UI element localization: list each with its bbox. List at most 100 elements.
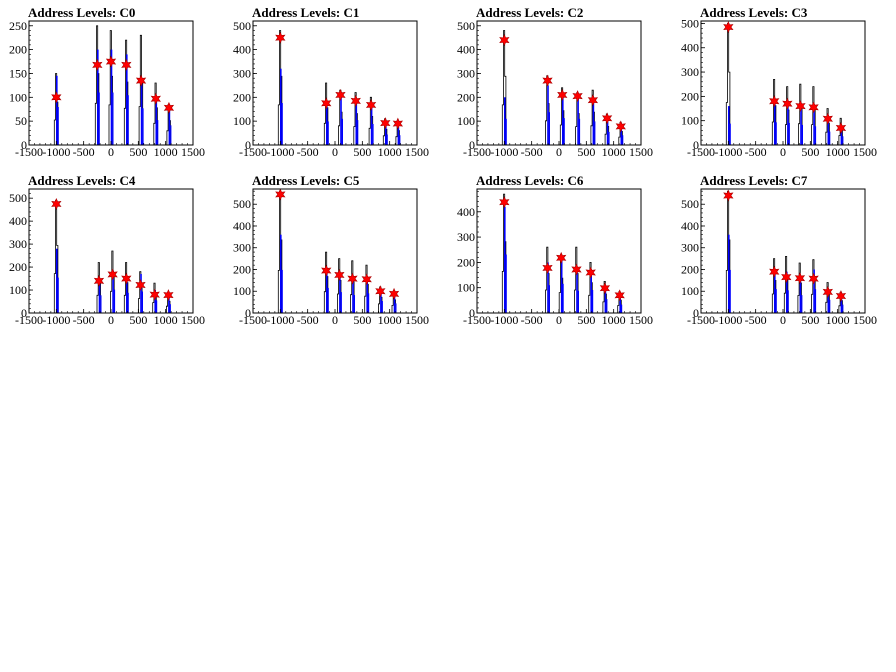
peak-marker [334, 268, 345, 281]
blue-hist-bar [352, 280, 354, 313]
y-tick-label: 250 [9, 19, 27, 33]
x-tick-label: -500 [521, 313, 543, 327]
blue-hist-bar [814, 126, 817, 145]
panel-7: Address Levels: C70100200300400500-1500-… [681, 173, 877, 327]
black-hist-bar [323, 251, 329, 313]
peak-marker [769, 265, 780, 278]
panel-title: Address Levels: C4 [28, 173, 136, 188]
blue-hist-bar [829, 299, 831, 313]
y-tick-label: 400 [457, 205, 475, 219]
blue-hist-bar [590, 271, 592, 313]
peak-marker [587, 94, 599, 107]
y-tick-label: 100 [457, 114, 475, 128]
x-tick-label: -1000 [42, 145, 70, 159]
blue-hist-bar [842, 136, 844, 145]
blue-hist-bar [57, 277, 59, 313]
blue-hist-bar [357, 120, 359, 145]
blue-hist-bar [801, 124, 803, 145]
blue-hist-bar [142, 108, 144, 145]
x-tick-label: 1000 [602, 145, 626, 159]
blue-hist-bar [327, 287, 329, 313]
blue-hist-bar [505, 118, 507, 145]
peak-marker [149, 288, 160, 301]
x-tick-label: 1000 [378, 145, 402, 159]
blue-hist-bar [592, 290, 594, 313]
peak-marker [350, 94, 361, 107]
blue-hist-bar [814, 289, 817, 313]
y-tick-label: 100 [9, 90, 27, 104]
y-tick-label: 400 [233, 219, 251, 233]
blue-hist-bar [395, 303, 397, 313]
blue-hist-bar [168, 109, 171, 145]
y-tick-label: 200 [457, 90, 475, 104]
peak-marker [93, 274, 105, 287]
blue-hist-bar [577, 290, 579, 313]
peak-marker [380, 117, 391, 130]
peak-marker [105, 55, 117, 68]
x-tick-label: -1500 [15, 145, 43, 159]
x-tick-label: 0 [556, 313, 562, 327]
y-tick-label: 200 [681, 262, 699, 276]
blue-hist-bar [154, 290, 156, 313]
panel-title: Address Levels: C5 [252, 173, 360, 188]
y-tick-label: 300 [681, 65, 699, 79]
blue-hist-bar [827, 120, 830, 145]
black-hist-bar [123, 262, 129, 313]
peak-marker [321, 97, 332, 110]
blue-hist-bar [381, 301, 383, 313]
panel-0: Address Levels: C0 0 50 100 150 200 250 -1500 -1… [9, 5, 205, 159]
blue-hist-bar [800, 108, 802, 145]
x-tick-label: -500 [73, 145, 95, 159]
blue-hist-bar [840, 129, 843, 145]
blue-hist-bar [619, 297, 621, 313]
y-tick-label: 400 [457, 43, 475, 57]
blue-hist-bar [112, 92, 114, 145]
blue-hist-bar [563, 118, 565, 145]
blue-hist-bar [126, 276, 128, 313]
blue-hist-bar [140, 78, 143, 145]
y-tick-label: 300 [9, 237, 27, 251]
blue-hist-bar [560, 259, 563, 313]
blue-hist-bar [594, 121, 596, 145]
x-tick-label: 1000 [602, 313, 626, 327]
y-tick-label: 400 [233, 43, 251, 57]
blue-hist-bar [170, 125, 172, 145]
blue-hist-bar [622, 135, 624, 145]
blue-hist-bar [340, 292, 342, 313]
y-tick-label: 500 [681, 197, 699, 211]
blue-hist-bar [842, 304, 844, 313]
blue-hist-bar [281, 103, 283, 145]
blue-hist-bar [155, 99, 158, 145]
blue-hist-bar [399, 135, 401, 145]
peak-marker [822, 285, 833, 298]
panel-title: Address Levels: C3 [700, 5, 808, 20]
x-tick-label: -1000 [714, 145, 742, 159]
blue-hist-bar [813, 269, 815, 313]
blue-hist-bar [608, 131, 610, 145]
x-tick-label: 0 [780, 145, 786, 159]
blue-hist-bar [386, 134, 388, 145]
blue-hist-bar [393, 295, 396, 313]
peak-marker [107, 268, 118, 281]
blue-hist-bar [548, 285, 550, 313]
x-tick-label: -1500 [687, 145, 715, 159]
blue-hist-bar [799, 280, 802, 313]
peak-marker [275, 188, 286, 201]
black-hist-bar [350, 260, 355, 313]
x-tick-label: -1500 [239, 313, 267, 327]
blue-hist-bar [100, 295, 102, 313]
peak-marker [835, 122, 847, 134]
y-tick-label: 500 [233, 19, 251, 33]
panel-title: Address Levels: C7 [700, 173, 808, 188]
peak-marker [585, 266, 596, 279]
panel-title: Address Levels: C2 [476, 5, 583, 20]
peak-marker [121, 272, 132, 285]
y-tick-label: 100 [233, 284, 251, 298]
blue-hist-bar [548, 112, 550, 145]
y-tick-label: 500 [681, 16, 699, 30]
black-hist-bar [501, 30, 507, 145]
blue-hist-bar [620, 127, 623, 145]
blue-hist-bar [110, 49, 113, 145]
peak-marker [615, 120, 626, 133]
blue-hist-bar [592, 102, 595, 145]
